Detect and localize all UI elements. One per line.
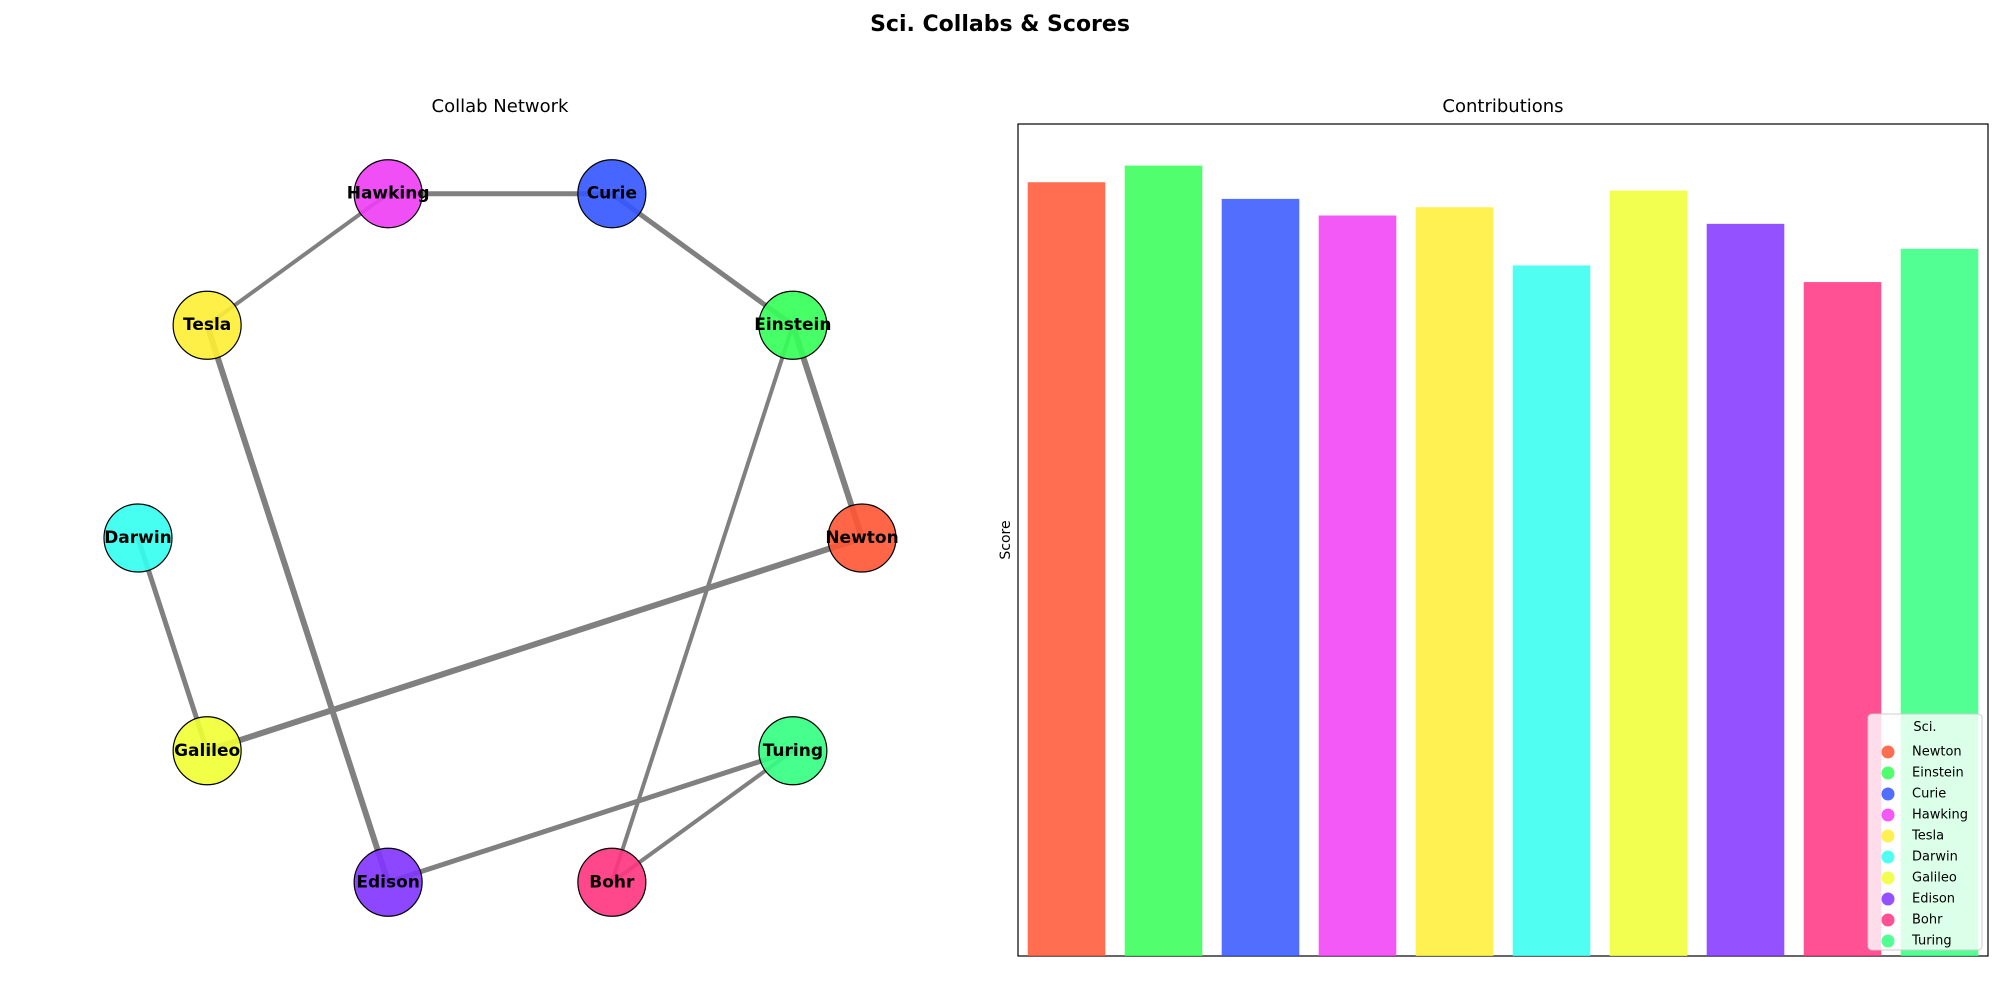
node-galileo bbox=[172, 716, 242, 786]
legend-title: Sci. bbox=[1913, 720, 1936, 735]
edge-tesla-hawking bbox=[205, 191, 391, 328]
edge-darwin-galileo bbox=[135, 535, 210, 754]
legend-marker-curie bbox=[1881, 787, 1895, 801]
legend-marker-hawking bbox=[1881, 808, 1895, 822]
y-axis-label: Score bbox=[998, 520, 1014, 559]
legend-marker-einstein bbox=[1881, 766, 1895, 780]
bar-plot-frame bbox=[1017, 123, 1989, 957]
node-turing bbox=[758, 716, 828, 786]
node-curie bbox=[577, 159, 647, 229]
legend-label-curie: Curie bbox=[1912, 787, 1946, 802]
bar-legend: Sci. Newton Einstein Curie Hawking Tesla Darwi… bbox=[1867, 713, 1983, 951]
node-label-tesla: Tesla bbox=[183, 315, 231, 335]
node-label-hawking: Hawking bbox=[347, 184, 430, 204]
edge-edison-turing bbox=[385, 748, 796, 885]
bar-galileo bbox=[1609, 190, 1688, 956]
legend-label-tesla: Tesla bbox=[1911, 829, 1944, 844]
node-label-curie: Curie bbox=[587, 184, 637, 204]
edge-bohr-turing bbox=[609, 748, 795, 885]
node-label-newton: Newton bbox=[825, 528, 898, 548]
bar-tesla bbox=[1415, 207, 1494, 956]
bar-chart-title: Contributions bbox=[1442, 96, 1564, 117]
node-label-einstein: Einstein bbox=[754, 315, 831, 335]
legend-marker-newton bbox=[1881, 745, 1895, 759]
legend-label-turing: Turing bbox=[1911, 934, 1952, 949]
node-newton bbox=[827, 503, 897, 573]
node-tesla bbox=[172, 290, 242, 360]
legend-marker-edison bbox=[1881, 892, 1895, 906]
node-einstein bbox=[758, 290, 828, 360]
edge-galileo-newton bbox=[204, 535, 865, 754]
node-label-turing: Turing bbox=[763, 741, 823, 761]
network-chart-title: Collab Network bbox=[431, 96, 569, 117]
edge-curie-einstein bbox=[609, 191, 796, 328]
edge-einstein-newton bbox=[789, 322, 865, 541]
legend-label-newton: Newton bbox=[1912, 745, 1962, 760]
bar-einstein bbox=[1124, 165, 1203, 957]
legend-label-einstein: Einstein bbox=[1912, 766, 1964, 781]
bar-edison bbox=[1706, 223, 1785, 957]
bar-hawking bbox=[1318, 215, 1397, 956]
node-edison bbox=[353, 847, 423, 917]
node-label-bohr: Bohr bbox=[589, 872, 635, 892]
bar-curie bbox=[1221, 198, 1300, 956]
node-darwin bbox=[103, 503, 173, 573]
node-bohr bbox=[577, 847, 647, 917]
edge-einstein-bohr bbox=[609, 323, 795, 885]
legend-label-edison: Edison bbox=[1912, 892, 1955, 907]
node-label-darwin: Darwin bbox=[104, 528, 172, 548]
bar-newton bbox=[1027, 182, 1106, 957]
figure-title: Sci. Collabs & Scores bbox=[870, 12, 1130, 37]
network-nodes: Newton Einstein Curie Hawking Tesla Darwin Gal… bbox=[103, 159, 899, 917]
node-label-edison: Edison bbox=[356, 872, 420, 892]
network-edges bbox=[135, 191, 865, 886]
legend-box bbox=[1867, 713, 1983, 951]
legend-label-hawking: Hawking bbox=[1912, 808, 1968, 823]
legend-marker-turing bbox=[1881, 934, 1895, 948]
bar-darwin bbox=[1512, 265, 1591, 956]
node-hawking bbox=[353, 159, 423, 229]
node-label-galileo: Galileo bbox=[174, 741, 240, 761]
legend-marker-galileo bbox=[1881, 871, 1895, 885]
legend-label-galileo: Galileo bbox=[1912, 871, 1957, 886]
legend-marker-bohr bbox=[1881, 913, 1895, 927]
edge-tesla-edison bbox=[204, 322, 392, 886]
legend-label-bohr: Bohr bbox=[1912, 913, 1943, 928]
legend-label-darwin: Darwin bbox=[1912, 850, 1958, 865]
legend-marker-darwin bbox=[1881, 850, 1895, 864]
bar-series bbox=[1027, 165, 1979, 957]
legend-marker-tesla bbox=[1881, 829, 1895, 843]
